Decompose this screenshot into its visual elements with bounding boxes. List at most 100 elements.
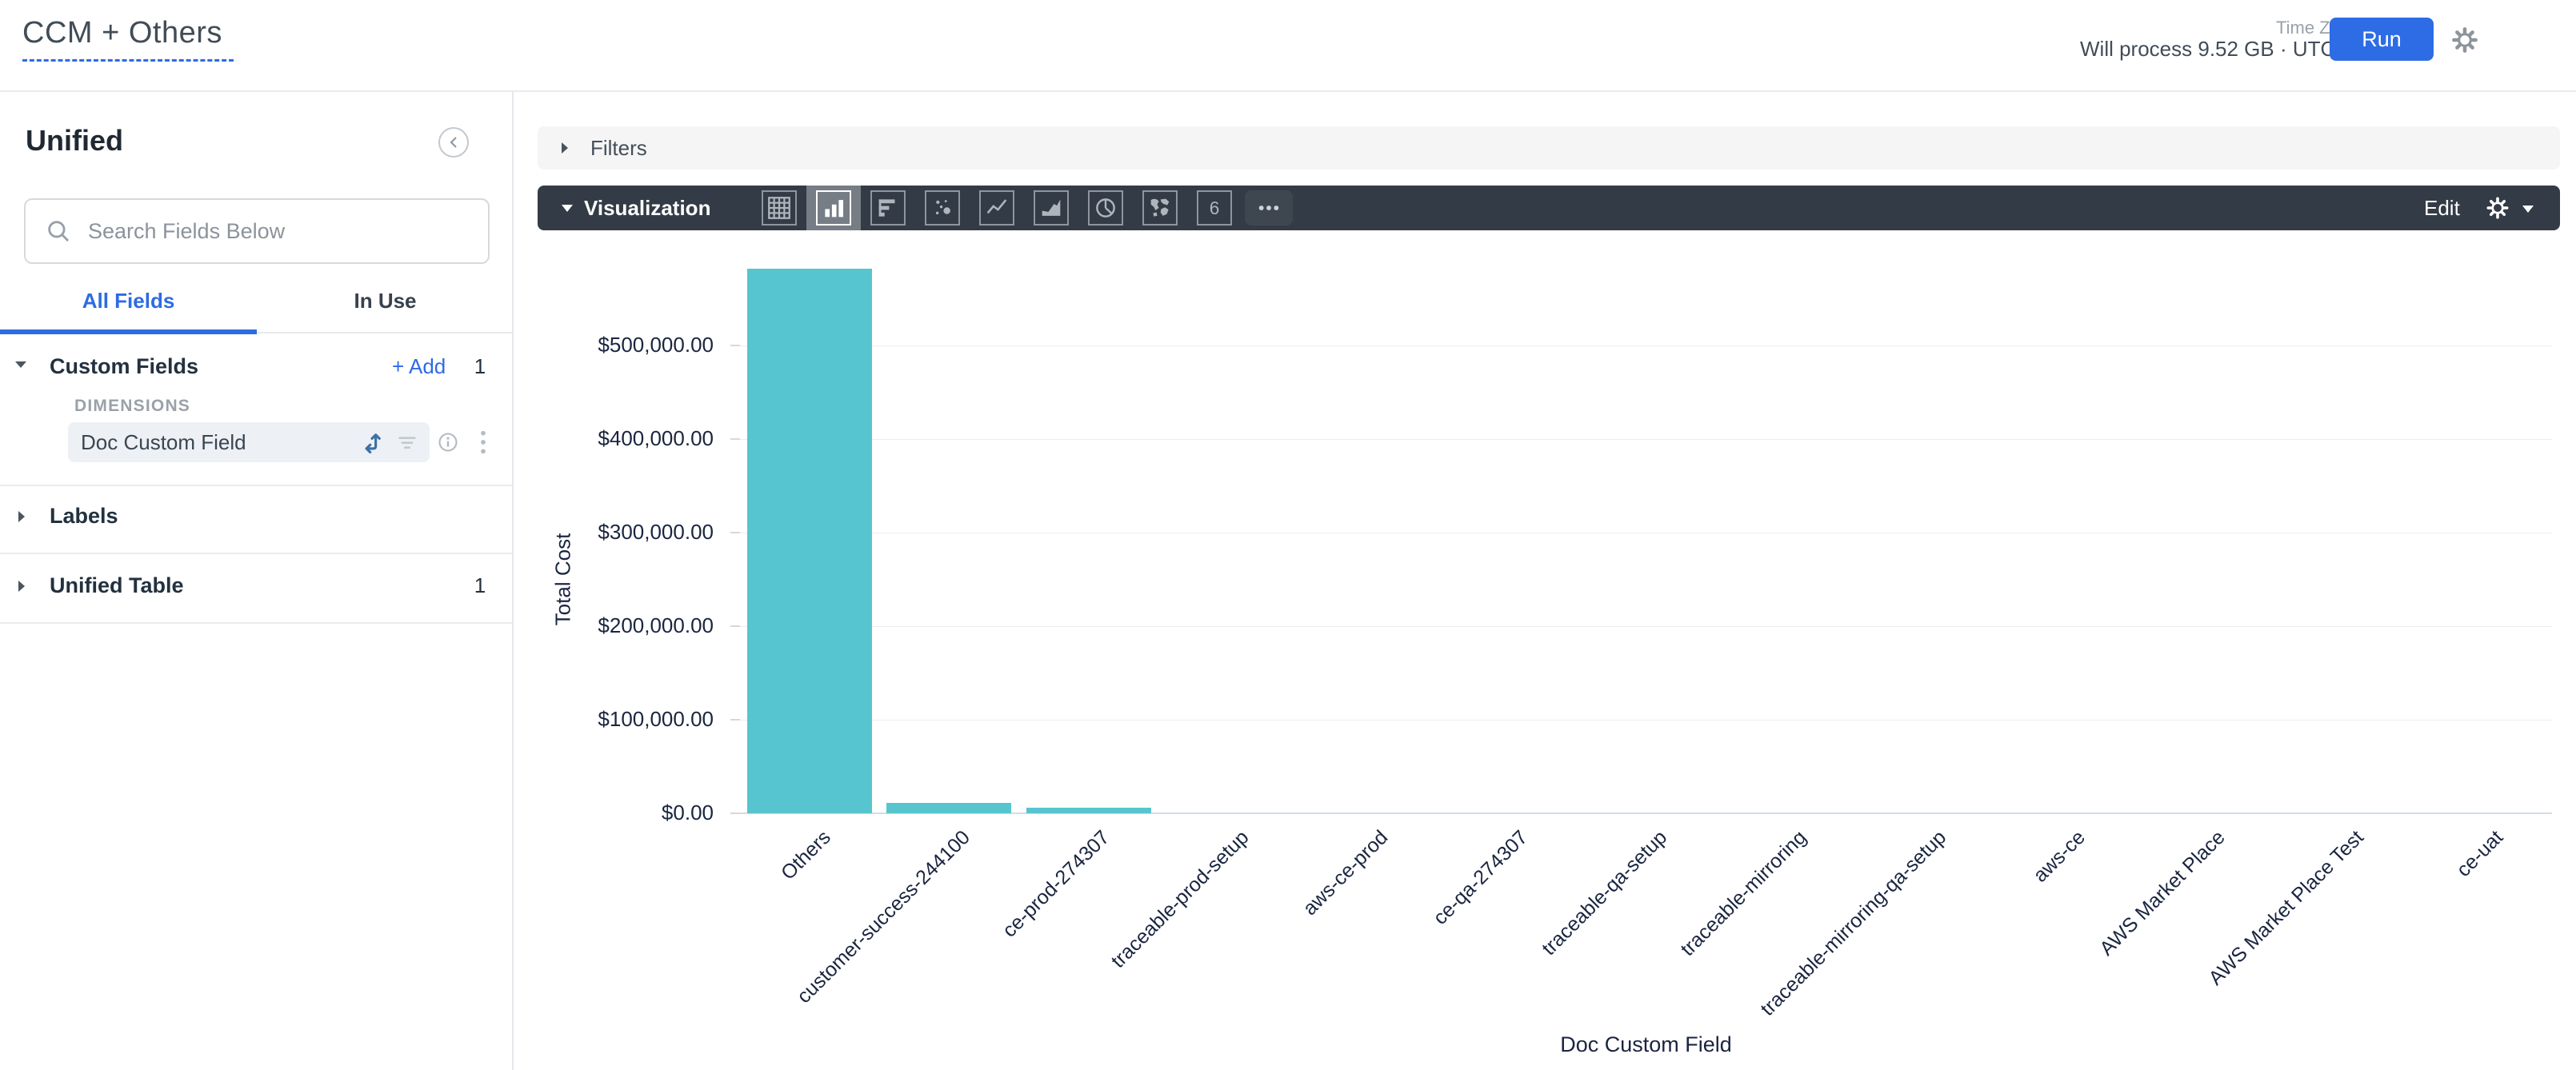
info-icon[interactable] bbox=[437, 431, 459, 457]
run-button[interactable]: Run bbox=[2330, 18, 2434, 61]
search-icon bbox=[48, 221, 70, 242]
section-labels[interactable]: Labels bbox=[0, 502, 514, 539]
donut-chart-icon-frame bbox=[1088, 190, 1123, 226]
caret-down-icon[interactable] bbox=[2522, 205, 2534, 214]
svg-text:6: 6 bbox=[1210, 198, 1220, 218]
more-icon-frame bbox=[1245, 190, 1293, 226]
caret-down-icon[interactable] bbox=[560, 203, 574, 214]
area-chart-icon[interactable] bbox=[1024, 186, 1078, 230]
process-info-text: Will process 9.52 GB · UTC bbox=[2080, 37, 2336, 61]
single-value-icon[interactable]: 6 bbox=[1187, 186, 1242, 230]
area-chart-icon-frame bbox=[1034, 190, 1069, 226]
caret-right-icon bbox=[16, 578, 27, 598]
kebab-menu-icon[interactable] bbox=[478, 429, 488, 460]
x-tick-label: ce-qa-274307 bbox=[1429, 826, 1533, 929]
title-dashed-underline bbox=[22, 59, 234, 62]
column-chart-icon-frame bbox=[816, 190, 851, 226]
y-axis-tick bbox=[730, 345, 740, 346]
x-tick-label: Others bbox=[777, 826, 835, 884]
scatter-chart-icon[interactable] bbox=[915, 186, 970, 230]
caret-down-icon bbox=[13, 359, 29, 374]
caret-right-icon bbox=[562, 142, 568, 154]
tab-all-fields[interactable]: All Fields bbox=[82, 289, 175, 313]
bar-chart-icon[interactable] bbox=[861, 186, 915, 230]
y-axis-tick bbox=[730, 438, 740, 440]
gear-icon[interactable] bbox=[2448, 23, 2482, 57]
section-label: Labels bbox=[50, 504, 118, 528]
x-tick-label: ce-uat bbox=[2452, 826, 2508, 881]
field-label: Doc Custom Field bbox=[81, 429, 246, 454]
search-input[interactable] bbox=[86, 218, 488, 245]
bar-chart: $0.00 $100,000.00 $200,000.00 $300,000.00 $4… bbox=[538, 230, 2560, 1070]
divider bbox=[0, 622, 514, 624]
x-tick-label: AWS Market Place bbox=[2094, 826, 2230, 960]
table-icon[interactable] bbox=[752, 186, 806, 230]
section-count: 1 bbox=[474, 573, 486, 597]
chart-type-icon-strip: 6 bbox=[752, 186, 1296, 230]
divider bbox=[0, 485, 514, 486]
section-unified-table[interactable]: Unified Table 1 bbox=[0, 572, 514, 609]
section-label: Unified Table bbox=[50, 573, 184, 597]
y-axis-tick bbox=[730, 719, 740, 721]
visualization-toolbar: Visualization 6 Edit bbox=[538, 186, 2560, 230]
top-header: CCM + Others Will process 9.52 GB · UTC … bbox=[0, 0, 2576, 92]
y-axis-tick bbox=[730, 625, 740, 627]
y-tick-label: $400,000.00 bbox=[598, 426, 714, 450]
gridline bbox=[740, 626, 2552, 627]
section-custom-fields[interactable]: Custom Fields + Add 1 bbox=[0, 353, 514, 389]
single-value-icon-frame: 6 bbox=[1197, 190, 1232, 226]
more-icon[interactable] bbox=[1242, 186, 1296, 230]
collapse-sidebar-button[interactable] bbox=[438, 127, 469, 158]
x-tick-label: aws-ce-prod bbox=[1298, 826, 1393, 920]
divider bbox=[0, 553, 514, 554]
tab-in-use[interactable]: In Use bbox=[354, 289, 417, 313]
fields-sidebar: Unified All Fields In Use Custom Fields … bbox=[0, 92, 514, 1070]
section-count: 1 bbox=[474, 354, 486, 378]
field-row-doc-custom-field[interactable]: Doc Custom Field bbox=[68, 422, 430, 462]
y-tick-label: $300,000.00 bbox=[598, 520, 714, 544]
x-tick-label: traceable-qa-setup bbox=[1538, 826, 1672, 960]
line-chart-icon[interactable] bbox=[970, 186, 1024, 230]
bar-Others[interactable] bbox=[747, 269, 873, 813]
gear-glyph bbox=[2486, 197, 2509, 219]
y-axis-tick bbox=[730, 532, 740, 533]
gridline bbox=[740, 720, 2552, 721]
x-tick-label: AWS Market Place Test bbox=[2204, 826, 2369, 990]
x-tick-label: aws-ce bbox=[2029, 826, 2090, 887]
x-axis-title: Doc Custom Field bbox=[1560, 1032, 1732, 1056]
chevron-left-icon bbox=[450, 137, 457, 148]
visualization-label[interactable]: Visualization bbox=[584, 196, 711, 220]
gridline bbox=[740, 439, 2552, 440]
x-tick-label: traceable-prod-setup bbox=[1106, 826, 1254, 972]
map-chart-icon-frame bbox=[1142, 190, 1178, 226]
y-tick-label: $200,000.00 bbox=[598, 613, 714, 637]
bar-customer-success-244100[interactable] bbox=[886, 803, 1012, 813]
column-chart-icon[interactable] bbox=[806, 186, 861, 230]
caret-right-icon bbox=[16, 509, 27, 529]
map-chart-icon[interactable] bbox=[1133, 186, 1187, 230]
bar-chart-icon-frame bbox=[870, 190, 906, 226]
tab-divider bbox=[0, 332, 514, 333]
active-tab-indicator bbox=[0, 329, 257, 334]
y-tick-label: $500,000.00 bbox=[598, 333, 714, 357]
page-title[interactable]: CCM + Others bbox=[22, 16, 222, 50]
y-tick-label: $0.00 bbox=[661, 801, 714, 824]
table-icon-frame bbox=[762, 190, 797, 226]
gear-glyph bbox=[2452, 27, 2478, 53]
gridline bbox=[740, 345, 2552, 346]
filter-icon[interactable] bbox=[394, 429, 420, 455]
viz-gear-icon[interactable] bbox=[2483, 194, 2512, 226]
bar-ce-prod-274307[interactable] bbox=[1026, 808, 1151, 813]
search-field-container bbox=[24, 198, 490, 264]
pivot-icon[interactable] bbox=[359, 429, 386, 456]
donut-chart-icon[interactable] bbox=[1078, 186, 1133, 230]
x-tick-label: traceable-mirroring bbox=[1676, 826, 1811, 961]
add-custom-field-link[interactable]: + Add bbox=[392, 354, 446, 378]
y-axis-tick bbox=[730, 812, 740, 814]
y-axis-title: Total Cost bbox=[550, 533, 575, 625]
edit-button[interactable]: Edit bbox=[2424, 196, 2460, 220]
filters-label: Filters bbox=[590, 135, 647, 160]
filters-collapsible-bar[interactable]: Filters bbox=[538, 126, 2560, 170]
x-tick-label: ce-prod-274307 bbox=[998, 826, 1114, 942]
